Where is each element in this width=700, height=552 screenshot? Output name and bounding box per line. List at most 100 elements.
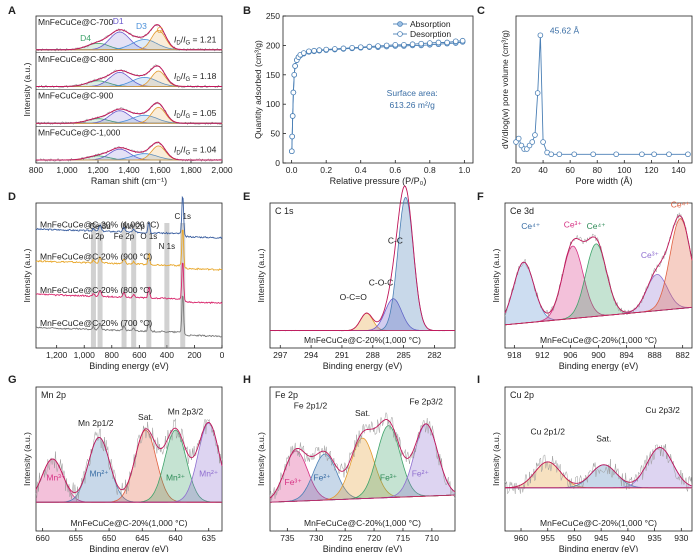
x-tick-label: 0 (220, 350, 225, 360)
sample-label: MnFeCuCe@C-20%(1,000 °C) (71, 518, 188, 528)
y-tick-label: 250 (266, 11, 280, 21)
x-tick-label: 882 (676, 350, 690, 360)
x-tick-label: 0.0 (286, 165, 298, 175)
component-label: C-O-C (369, 278, 394, 288)
desorption-point (349, 44, 355, 51)
y-axis-label: Intensity (a.u.) (256, 248, 266, 302)
y-axis-label: Intensity (a.u.) (22, 62, 32, 116)
ratio-value: = 1.21 (190, 34, 217, 44)
pore-distribution-point (651, 151, 657, 158)
raman-fit-spectrum (36, 24, 222, 51)
x-tick-label: 120 (644, 165, 658, 175)
id-ig-ratio: ID/IG = 1.05 (174, 108, 217, 120)
desorption-point (383, 42, 390, 49)
ratio-symbol: I (183, 145, 186, 155)
component-fill (270, 425, 455, 503)
peak-label: Fe 2p1/2 (294, 401, 328, 411)
ratio-symbol: I (183, 108, 186, 118)
panel-G: 660 655 650 645 640 635 Binding energy (eV) Int… (22, 386, 223, 552)
surface-area-label: Surface area: (387, 88, 438, 98)
x-tick-label: 800 (29, 165, 43, 175)
panel-H: 735 730 725 720 715 710 Binding energy (eV) Int… (256, 386, 456, 552)
peak-label: Cu 2p1/2 (530, 427, 565, 437)
x-tick-label: 1,200 (46, 350, 68, 360)
component-fill (505, 243, 692, 325)
desorption-point (452, 38, 459, 45)
component-fill (505, 461, 692, 488)
survey-sample-label: MnFeCuCe@C-20% (1,000 °C) (40, 220, 159, 230)
ratio-symbol: I (183, 71, 186, 81)
component-fill (270, 313, 455, 331)
component-fill (36, 437, 222, 503)
pore-distribution-point (534, 90, 541, 96)
x-tick-label: 935 (648, 533, 662, 543)
ratio-symbol: I (174, 145, 177, 155)
legend-marker (397, 21, 403, 27)
x-axis-label: Pore width (Å) (575, 176, 632, 186)
x-tick-label: 955 (541, 533, 555, 543)
component-label: Fe³⁺ (285, 477, 303, 487)
x-tick-label: 640 (168, 533, 182, 543)
component-fill (36, 423, 222, 503)
x-axis-label: Binding energy (eV) (89, 544, 169, 552)
x-tick-label: 288 (366, 350, 380, 360)
x-tick-label: 40 (538, 165, 548, 175)
pore-distribution-point (532, 132, 538, 138)
panel-I: 960 955 950 945 940 935 930 Binding energy (eV)… (491, 386, 693, 552)
x-tick-label: 0.6 (389, 165, 401, 175)
spectrum-title: Mn 2p (41, 390, 66, 400)
survey-sample-label: MnFeCuCe@C-20% (700 °C) (40, 318, 152, 328)
x-tick-label: 635 (202, 533, 216, 543)
sample-name: MnFeCuCe@C-900 (38, 91, 114, 101)
x-tick-label: 200 (187, 350, 201, 360)
x-tick-label: 940 (621, 533, 635, 543)
x-tick-label: 918 (507, 350, 521, 360)
peak-label: Cu 2p3/2 (645, 405, 680, 415)
x-tick-label: 645 (135, 533, 149, 543)
y-tick-label: 100 (266, 99, 280, 109)
component-fill (505, 274, 692, 325)
sample-label: MnFeCuCe@C-20%(1,000 °C) (304, 335, 421, 345)
spectrum-title: Cu 2p (510, 390, 534, 400)
x-tick-label: 60 (565, 165, 575, 175)
pore-distribution-point (529, 139, 536, 145)
raman-fit-spectrum (36, 65, 222, 87)
ratio-slash: / (181, 71, 184, 81)
x-tick-label: 297 (273, 350, 287, 360)
peak-label: Mn 2p3/2 (168, 406, 204, 416)
desorption-point (316, 47, 323, 53)
x-tick-label: 282 (427, 350, 441, 360)
y-axis-label: Intensity (a.u.) (22, 248, 32, 302)
x-tick-label: 0.4 (355, 165, 367, 175)
ratio-sub: G (185, 40, 190, 46)
desorption-point (323, 46, 329, 53)
pore-distribution-point (571, 151, 578, 158)
x-axis-label: Binding energy (eV) (559, 361, 639, 371)
component-fill (505, 447, 692, 488)
ratio-sub: G (185, 114, 190, 120)
plot-frame (35, 202, 223, 349)
panel-letter: F (477, 191, 484, 203)
x-tick-label: 291 (335, 350, 349, 360)
desorption-point (427, 40, 433, 46)
raw-spectrum (269, 185, 456, 332)
plot-frame (515, 15, 693, 164)
x-tick-label: 0.2 (320, 165, 332, 175)
ratio-slash: / (181, 34, 184, 44)
peak-label: Mn 2p (123, 222, 146, 231)
raman-fit-spectrum (36, 141, 222, 161)
id-ig-ratio: ID/IG = 1.18 (174, 71, 217, 83)
sample-label: MnFeCuCe@C-20%(1,000 °C) (540, 335, 657, 345)
sample-name: MnFeCuCe@C-1,000 (38, 127, 121, 137)
component-label: O-C=O (340, 292, 368, 302)
peak-marker-band (131, 223, 137, 348)
component-label: Fe³⁺ (380, 473, 398, 483)
raw-spectrum (269, 411, 456, 501)
component-fill (36, 430, 222, 503)
component-label: Ce⁴⁺ (671, 199, 691, 209)
ratio-value: = 1.05 (190, 108, 217, 118)
peak-label: Ce 3d (89, 222, 110, 231)
component-label: C-C (388, 236, 403, 246)
x-axis-label: Binding energy (eV) (559, 544, 639, 552)
x-tick-label: 912 (535, 350, 549, 360)
